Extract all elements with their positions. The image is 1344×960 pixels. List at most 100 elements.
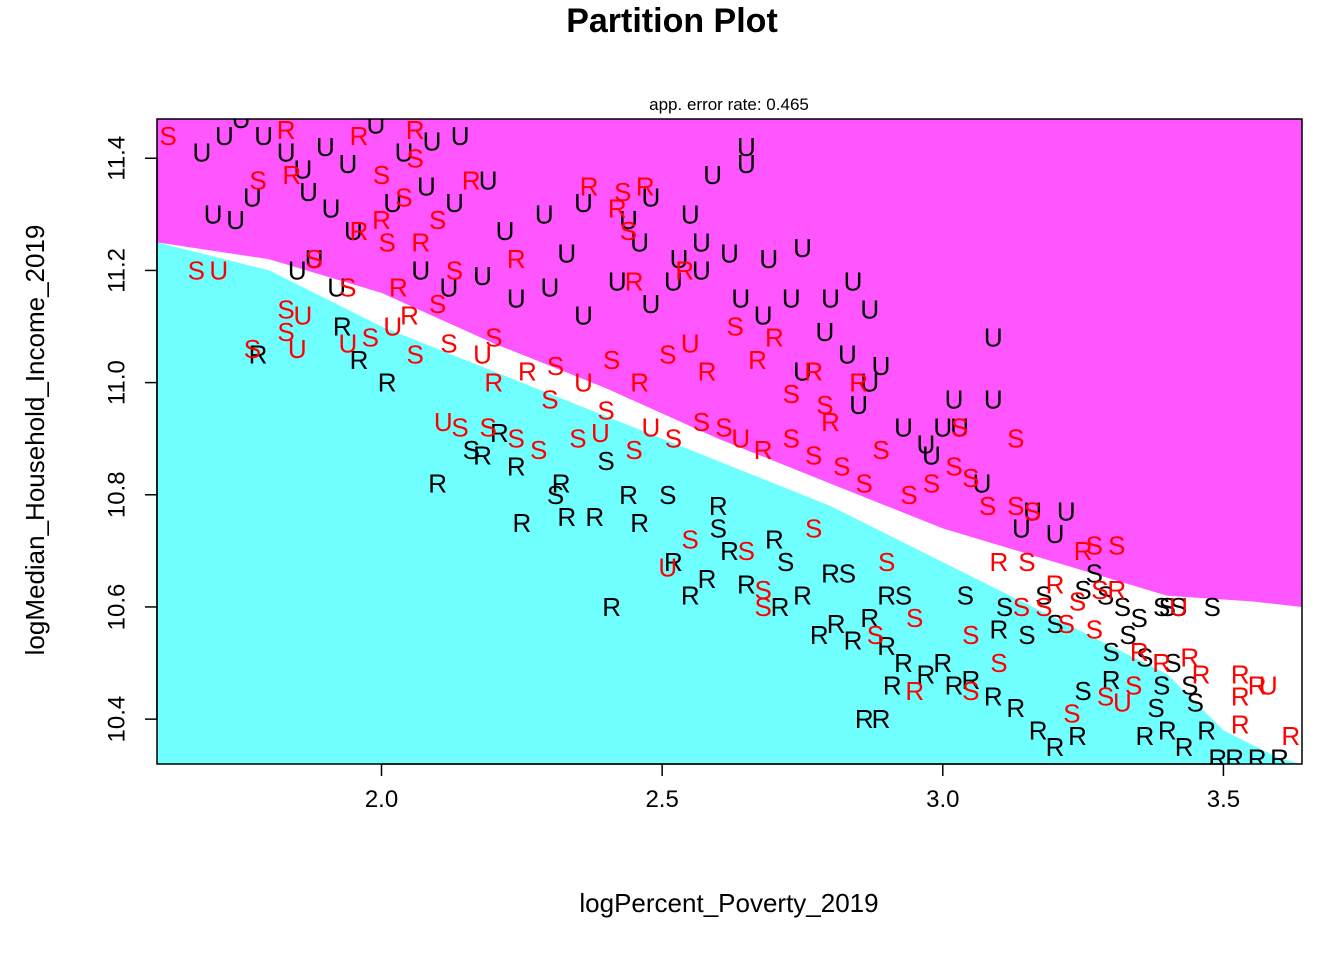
data-point: R [282, 160, 301, 190]
data-point: S [1018, 547, 1035, 577]
data-point: U [619, 205, 638, 235]
data-point: R [507, 452, 526, 482]
data-point: U [338, 328, 357, 358]
data-point: U [254, 121, 273, 151]
data-point: R [765, 323, 784, 353]
data-point: R [512, 508, 531, 538]
data-point: R [1158, 715, 1177, 745]
data-point: S [1181, 670, 1198, 700]
data-point: R [1197, 715, 1216, 745]
data-point: S [856, 469, 873, 499]
data-point: U [445, 188, 464, 218]
data-point: R [810, 620, 829, 650]
data-point: R [636, 171, 655, 201]
data-point: S [479, 412, 496, 442]
data-point: U [816, 317, 835, 347]
data-point: S [659, 480, 676, 510]
data-point: S [1035, 592, 1052, 622]
data-point: U [703, 160, 722, 190]
data-point: U [984, 323, 1003, 353]
data-point: R [1180, 642, 1199, 672]
data-point: U [793, 233, 812, 263]
data-point: S [923, 469, 940, 499]
data-point: U [367, 110, 386, 140]
data-point: S [816, 390, 833, 420]
data-point: S [277, 317, 294, 347]
data-point: S [597, 396, 614, 426]
data-point: R [720, 536, 739, 566]
data-point: S [1007, 424, 1024, 454]
data-point: R [1102, 665, 1121, 695]
data-point: R [883, 670, 902, 700]
data-point: S [1114, 592, 1131, 622]
data-point: U [591, 418, 610, 448]
data-point: S [665, 424, 682, 454]
data-point: U [849, 390, 868, 420]
data-point: R [877, 631, 896, 661]
data-point: U [945, 384, 964, 414]
data-point: R [1175, 732, 1194, 762]
data-point: S [160, 121, 177, 151]
data-point: S [603, 345, 620, 375]
data-point: S [996, 592, 1013, 622]
data-point: R [877, 581, 896, 611]
data-point: S [805, 513, 822, 543]
data-point: S [508, 424, 525, 454]
data-point: U [473, 261, 492, 291]
data-point: U [608, 267, 627, 297]
data-point: R [844, 626, 863, 656]
data-point: S [485, 323, 502, 353]
data-point: S [1119, 620, 1136, 650]
data-point: U [316, 132, 335, 162]
data-point: U [838, 340, 857, 370]
x-tick-label: 3.5 [1207, 786, 1240, 813]
data-point: S [1136, 642, 1153, 672]
data-point: R [905, 676, 924, 706]
data-point: S [979, 491, 996, 521]
data-point: S [839, 558, 856, 588]
y-tick-label: 10.4 [104, 696, 131, 743]
data-point: S [1102, 637, 1119, 667]
y-tick-label: 11.0 [104, 360, 131, 405]
data-point: R [765, 525, 784, 555]
data-point: R [804, 356, 823, 386]
data-point: U [574, 300, 593, 330]
data-point: U [209, 255, 228, 285]
data-point: R [333, 312, 352, 342]
data-point: R [619, 480, 638, 510]
data-point: U [557, 239, 576, 269]
data-point: U [434, 407, 453, 437]
data-point: R [585, 502, 604, 532]
data-point: R [277, 115, 296, 145]
data-point: S [783, 379, 800, 409]
y-axis: 10.4 10.6 10.8 11.0 11.2 11.4 [104, 136, 158, 743]
data-point: S [755, 575, 772, 605]
partition-regions [157, 119, 1302, 764]
data-point: S [362, 323, 379, 353]
data-point: R [1152, 648, 1171, 678]
data-point: R [821, 407, 840, 437]
data-point: U [215, 121, 234, 151]
data-point: U [322, 194, 341, 224]
data-point: R [1068, 721, 1087, 751]
data-point: R [664, 547, 683, 577]
data-point: S [715, 412, 732, 442]
data-point: S [1086, 558, 1103, 588]
data-point: S [1153, 670, 1170, 700]
data-point: R [608, 194, 627, 224]
data-point: R [1248, 743, 1267, 773]
x-tick-label: 3.0 [926, 786, 959, 813]
data-point: S [541, 384, 558, 414]
data-point: U [1259, 670, 1278, 700]
data-point: S [440, 328, 457, 358]
data-point: S [1007, 491, 1024, 521]
data-point: U [642, 289, 661, 319]
data-point: R [827, 609, 846, 639]
data-point: R [961, 665, 980, 695]
data-point: U [642, 412, 661, 442]
data-point: R [630, 368, 649, 398]
data-point: S [867, 620, 884, 650]
data-point: R [1281, 721, 1300, 751]
data-point: U [973, 469, 992, 499]
